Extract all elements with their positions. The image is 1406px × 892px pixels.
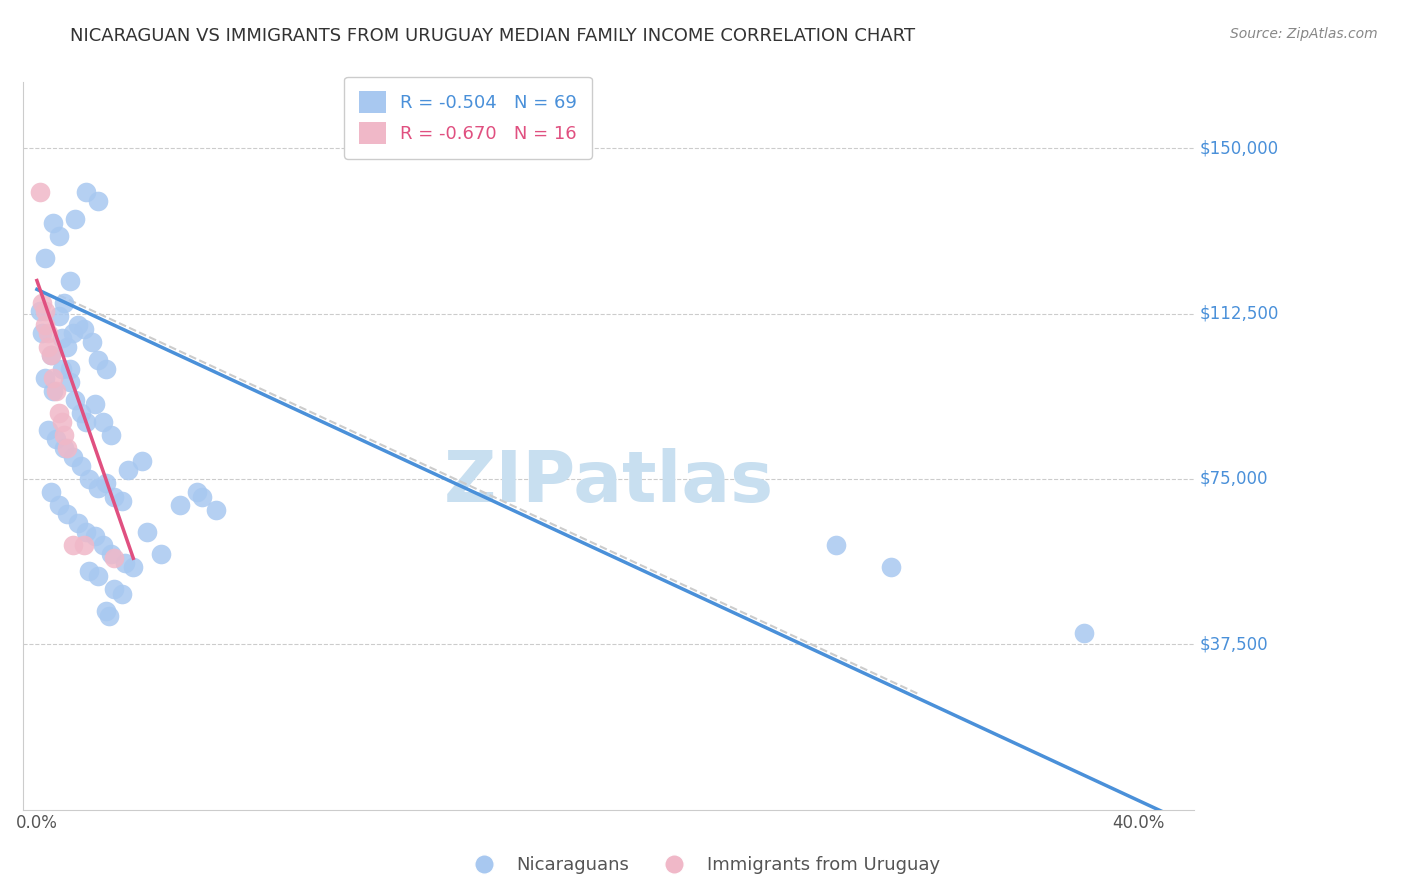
Point (37, 340, 59, 354)
Point (59, 375, 82, 389)
Point (45, 384, 67, 398)
Point (70, 458, 93, 473)
Point (97, 608, 120, 623)
Point (42, 384, 65, 398)
Point (67, 516, 90, 530)
Point (31, 326, 53, 341)
Point (111, 494, 134, 508)
Point (186, 485, 208, 500)
Text: $75,000: $75,000 (1199, 470, 1268, 488)
Text: $112,500: $112,500 (1199, 304, 1279, 323)
Point (28, 186, 51, 200)
Point (122, 560, 145, 574)
Point (42, 370, 65, 384)
Point (111, 586, 134, 600)
Point (205, 502, 228, 516)
Point (28, 304, 51, 318)
Point (103, 582, 125, 596)
Point (62, 538, 84, 552)
Point (73, 538, 96, 552)
Point (56, 340, 79, 354)
Point (86, 569, 108, 583)
Point (169, 499, 191, 513)
Point (86, 481, 108, 495)
Text: ZIPatlas: ZIPatlas (443, 448, 773, 516)
Point (103, 551, 125, 566)
Point (80, 335, 103, 350)
Point (37, 326, 59, 341)
Point (114, 556, 136, 570)
Point (149, 547, 172, 561)
Point (67, 318, 90, 332)
Point (100, 427, 122, 442)
Point (34, 318, 56, 332)
Point (880, 560, 903, 574)
Point (37, 424, 59, 438)
Point (94, 604, 117, 618)
Point (191, 490, 214, 504)
Point (86, 194, 108, 209)
Point (56, 507, 79, 521)
Point (83, 529, 105, 543)
Point (62, 450, 84, 464)
Point (94, 361, 117, 376)
Point (39, 485, 62, 500)
Point (83, 397, 105, 411)
Point (51, 331, 73, 345)
Point (48, 309, 70, 323)
Text: $150,000: $150,000 (1199, 139, 1278, 157)
Point (53, 441, 76, 455)
Point (824, 538, 846, 552)
Point (73, 322, 96, 336)
Point (103, 490, 125, 504)
Point (34, 304, 56, 318)
Point (34, 252, 56, 266)
Point (77, 565, 100, 579)
Point (131, 454, 153, 468)
Point (76, 186, 98, 200)
Point (31, 295, 53, 310)
Point (65, 211, 87, 226)
Point (91, 415, 114, 429)
Point (48, 406, 70, 420)
Point (51, 415, 73, 429)
Point (45, 432, 67, 446)
Point (86, 352, 108, 367)
Point (76, 415, 98, 429)
Point (77, 472, 100, 486)
Point (91, 538, 114, 552)
Point (56, 441, 79, 455)
Point (117, 463, 139, 477)
Point (42, 216, 65, 230)
Point (39, 349, 62, 363)
Point (136, 524, 159, 539)
Point (100, 547, 122, 561)
Point (1073, 626, 1095, 640)
Point (39, 349, 62, 363)
Point (48, 229, 70, 244)
Point (59, 361, 82, 376)
Text: $37,500: $37,500 (1199, 635, 1268, 653)
Point (62, 326, 84, 341)
Point (53, 295, 76, 310)
Point (59, 273, 82, 287)
Point (51, 361, 73, 376)
Point (53, 427, 76, 442)
Text: Source: ZipAtlas.com: Source: ZipAtlas.com (1230, 27, 1378, 41)
Point (48, 499, 70, 513)
Point (65, 392, 87, 407)
Point (70, 406, 93, 420)
Text: NICARAGUAN VS IMMIGRANTS FROM URUGUAY MEDIAN FAMILY INCOME CORRELATION CHART: NICARAGUAN VS IMMIGRANTS FROM URUGUAY ME… (70, 27, 915, 45)
Point (94, 476, 117, 491)
Legend: Nicaraguans, Immigrants from Uruguay: Nicaraguans, Immigrants from Uruguay (457, 847, 949, 883)
Legend: R = -0.504   N = 69, R = -0.670   N = 16: R = -0.504 N = 69, R = -0.670 N = 16 (344, 77, 592, 159)
Point (34, 370, 56, 384)
Point (76, 524, 98, 539)
